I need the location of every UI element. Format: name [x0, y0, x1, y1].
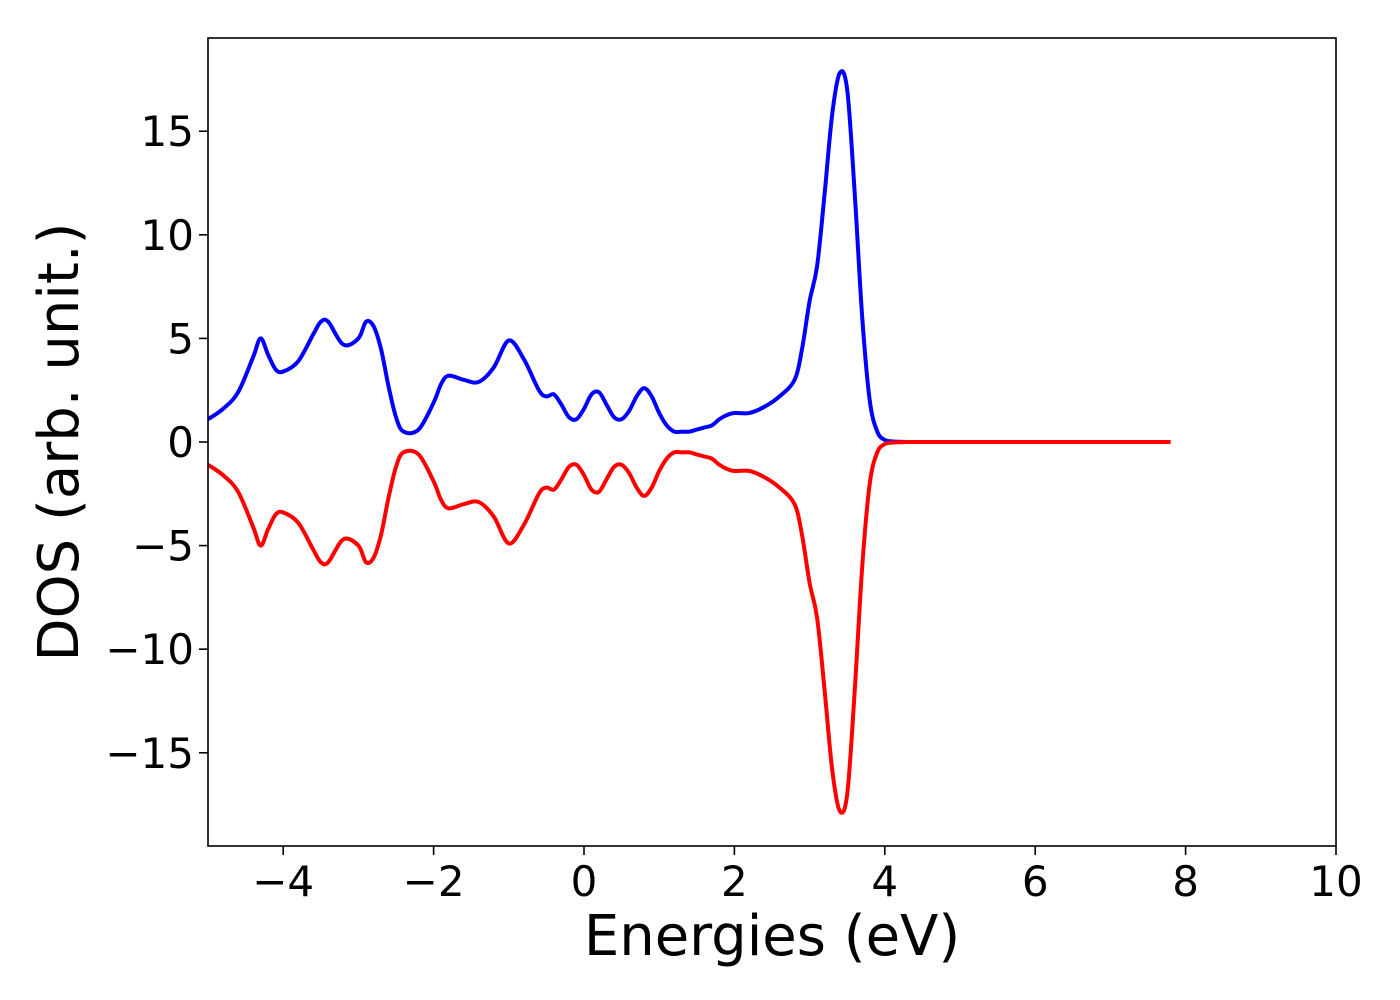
x-axis-ticks: −4 −2 0 2 4 6 8 10	[252, 846, 1363, 906]
x-tick-label: 8	[1172, 857, 1199, 906]
y-tick-label: 0	[167, 418, 194, 467]
y-axis-label: DOS (arb. unit.)	[27, 222, 92, 661]
y-tick-label: −15	[105, 729, 194, 778]
y-tick-label: −10	[105, 625, 194, 674]
x-tick-label: 4	[871, 857, 898, 906]
x-tick-label: 0	[571, 857, 598, 906]
x-tick-label: −2	[403, 857, 465, 906]
y-tick-label: 10	[141, 211, 194, 260]
series-line-up	[208, 69, 1171, 445]
y-tick-label: 15	[141, 107, 194, 156]
y-tick-label: −5	[132, 522, 194, 571]
x-tick-label: 6	[1022, 857, 1049, 906]
series-layer	[208, 69, 1171, 815]
series-line-down	[208, 439, 1171, 815]
x-tick-label: 10	[1309, 857, 1362, 906]
x-tick-label: −4	[252, 857, 314, 906]
x-tick-label: 2	[721, 857, 748, 906]
x-axis-label: Energies (eV)	[584, 904, 960, 969]
y-tick-label: 5	[167, 314, 194, 363]
y-axis-ticks: 15 10 5 0 −5 −10 −15	[105, 107, 208, 778]
